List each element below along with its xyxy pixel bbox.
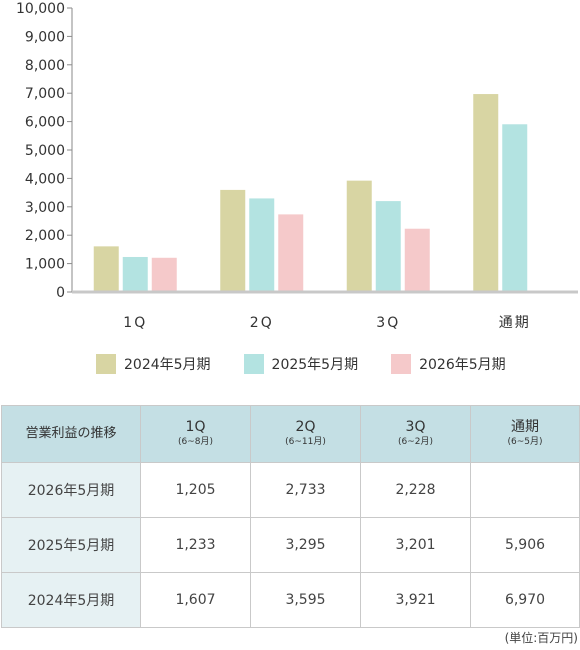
table-header-row: 営業利益の推移 1Q (6~8月) 2Q (6~11月) 3Q (6~2月) 通期 (6… xyxy=(1,405,580,463)
table-cell: 5,906 xyxy=(470,517,580,573)
bar-1-0 xyxy=(122,256,148,292)
y-tick-label: 9,000 xyxy=(25,29,65,45)
y-tick-label: 5,000 xyxy=(25,143,65,159)
x-tick-label: 1Q xyxy=(123,315,147,331)
legend-swatch-2024 xyxy=(96,354,116,374)
x-tick-label: 2Q xyxy=(250,315,274,331)
legend-label-2024: 2024年5月期 xyxy=(124,357,211,373)
x-tick-label: 通期 xyxy=(499,315,531,331)
table-cell: 3,295 xyxy=(250,517,361,573)
y-tick-label: 4,000 xyxy=(25,171,65,187)
legend-label-2026: 2026年5月期 xyxy=(419,357,506,373)
y-tick-label: 8,000 xyxy=(25,58,65,74)
col-fy-label: 通期 xyxy=(511,419,539,436)
table-cell: 2,733 xyxy=(250,462,361,518)
y-tick-label: 10,000 xyxy=(16,1,65,17)
table-corner-label: 営業利益の推移 xyxy=(1,405,141,463)
row-label: 2026年5月期 xyxy=(1,462,141,518)
table-row: 2026年5月期 1,205 2,733 2,228 xyxy=(1,462,580,518)
table-col-2q: 2Q (6~11月) xyxy=(250,405,361,463)
y-tick-label: 7,000 xyxy=(25,86,65,102)
y-tick-label: 0 xyxy=(56,285,65,301)
bar-1-1 xyxy=(249,198,275,292)
legend-swatch-2025 xyxy=(243,354,264,374)
table-col-3q: 3Q (6~2月) xyxy=(360,405,471,463)
table-cell: 2,228 xyxy=(360,462,471,518)
bar-2-0 xyxy=(151,257,177,292)
table-col-1q: 1Q (6~8月) xyxy=(140,405,251,463)
y-tick-label: 3,000 xyxy=(25,200,65,216)
row-label: 2024年5月期 xyxy=(1,572,141,628)
bar-0-2 xyxy=(346,180,372,292)
col-2q-label: 2Q xyxy=(295,419,316,436)
table-cell: 1,233 xyxy=(140,517,251,573)
table-row: 2025年5月期 1,233 3,295 3,201 5,906 xyxy=(1,517,580,573)
x-tick-label: 3Q xyxy=(376,315,400,331)
bar-1-2 xyxy=(375,201,401,292)
table-cell: 1,205 xyxy=(140,462,251,518)
bar-0-0 xyxy=(93,246,119,292)
y-tick-label: 2,000 xyxy=(25,228,65,244)
table-cell: 1,607 xyxy=(140,572,251,628)
y-tick-label: 1,000 xyxy=(25,257,65,273)
chart-legend: 2024年5月期 2025年5月期 2026年5月期 xyxy=(96,353,580,375)
row-label: 2025年5月期 xyxy=(1,517,141,573)
legend-item-2024: 2024年5月期 xyxy=(96,354,211,374)
table-cell: 6,970 xyxy=(470,572,580,628)
col-3q-period: (6~2月) xyxy=(397,436,434,447)
legend-swatch-2026 xyxy=(391,354,412,374)
unit-note: (単位:百万円) xyxy=(504,631,578,645)
table-cell: 3,201 xyxy=(360,517,471,573)
bar-1-3 xyxy=(502,124,528,293)
table-cell: 3,595 xyxy=(250,572,361,628)
col-3q-label: 3Q xyxy=(405,419,426,436)
table-cell: 3,921 xyxy=(360,572,471,628)
col-1q-label: 1Q xyxy=(185,419,206,436)
col-2q-period: (6~11月) xyxy=(285,436,326,447)
table-cell xyxy=(470,462,580,518)
legend-label-2025: 2025年5月期 xyxy=(271,357,359,373)
table-row: 2024年5月期 1,607 3,595 3,921 6,970 xyxy=(1,572,580,628)
legend-item-2025: 2025年5月期 xyxy=(243,354,359,374)
operating-profit-bar-chart: 0 1,000 2,000 3,000 4,000 5,000 6,000 7,000 8,00… xyxy=(16,1,578,331)
bar-2-2 xyxy=(404,228,430,292)
legend-item-2026: 2026年5月期 xyxy=(391,354,506,374)
table-col-fy: 通期 (6~5月) xyxy=(470,405,580,463)
y-tick-label: 6,000 xyxy=(25,115,65,131)
col-1q-period: (6~8月) xyxy=(177,436,214,447)
operating-profit-table: 営業利益の推移 1Q (6~8月) 2Q (6~11月) 3Q (6~2月) 通期 (6… xyxy=(1,405,580,628)
col-fy-period: (6~5月) xyxy=(507,436,543,447)
bar-2-1 xyxy=(278,214,304,292)
bar-0-3 xyxy=(473,94,499,292)
bar-0-1 xyxy=(220,189,246,292)
